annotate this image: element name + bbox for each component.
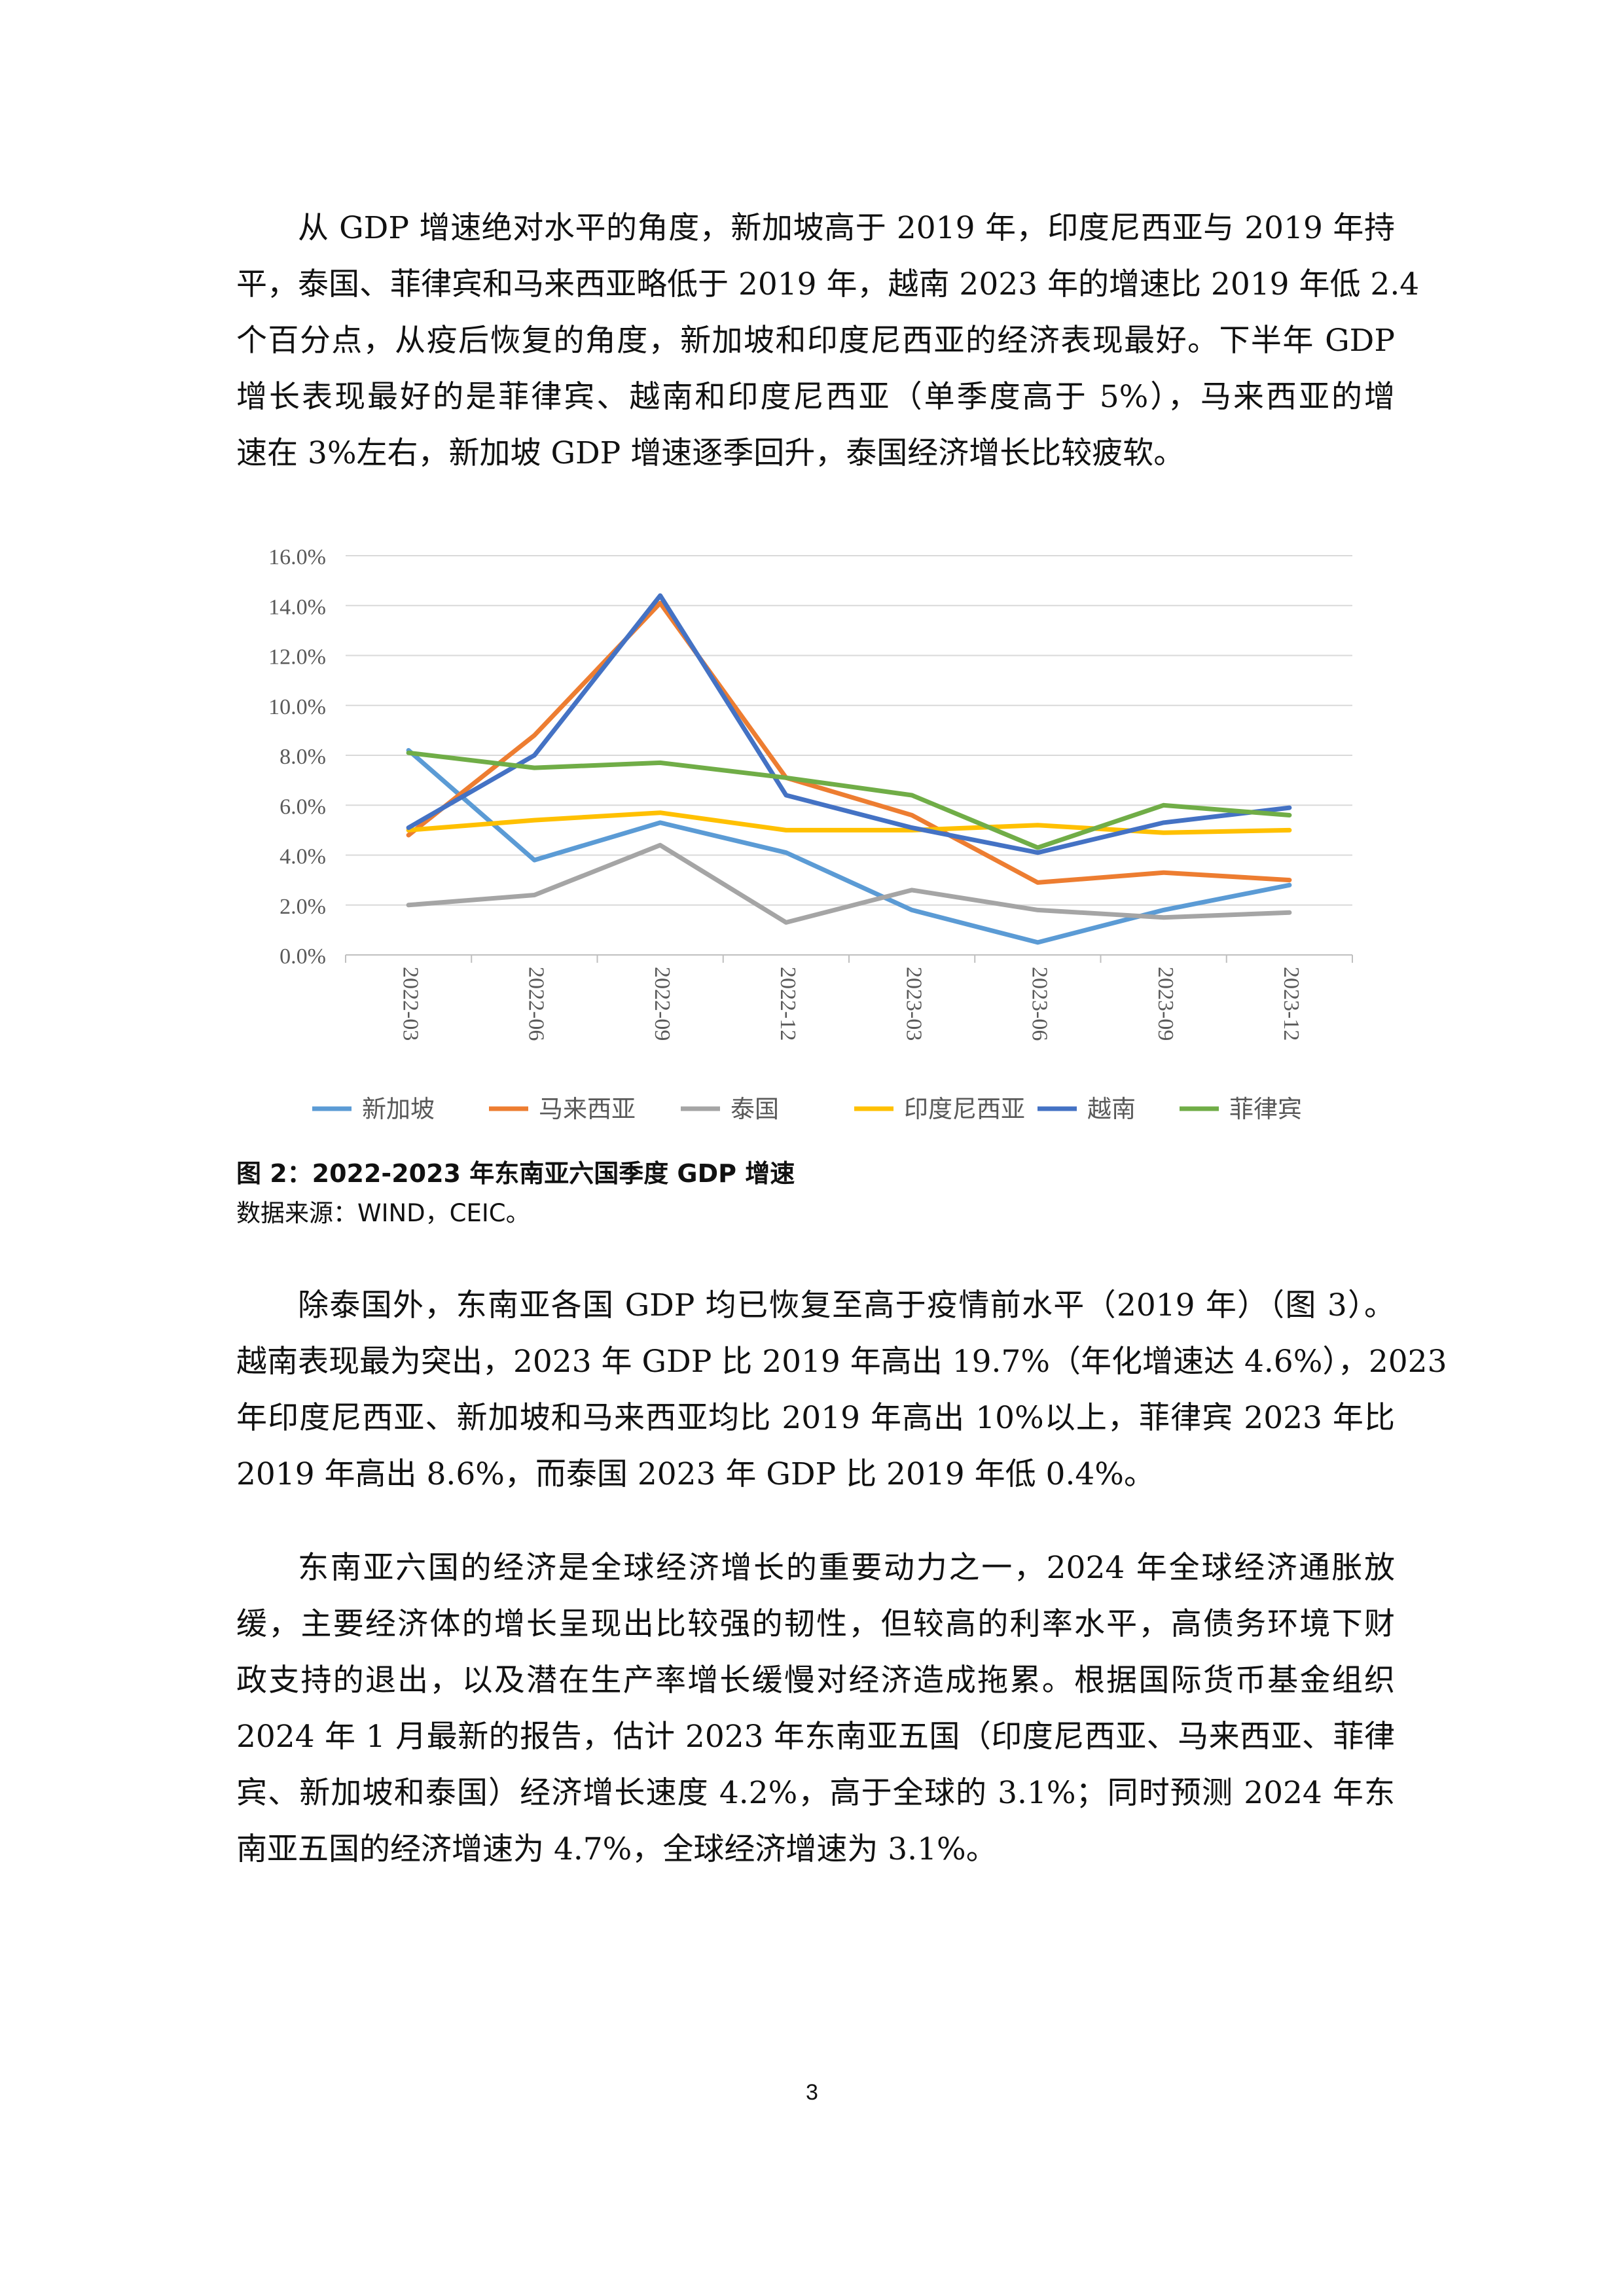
paragraph-recovery: 除泰国外，东南亚各国 GDP 均已恢复至高于疫情前水平（2019 年）（图 3）… [236,1278,1447,1503]
text-line: 政支持的退出，以及潜在生产率增长缓慢对经济造成拖累。根据国际货币基金组织 [236,1662,1395,1698]
legend-label: 马来西亚 [539,1095,636,1123]
series-line-菲律宾 [406,750,1292,850]
y-tick-label: 8.0% [280,745,326,769]
text-line: 南亚五国的经济增速为 4.7%，全球经济增速为 3.1%。 [236,1831,997,1867]
x-tick-label: 2022-09 [650,967,674,1041]
chart-y-axis: 0.0% 2.0% 4.0% 6.0% 8.0% 10.0% 12.0% 14.0% 16.0% [268,545,326,969]
text-line: 个百分点，从疫后恢复的角度，新加坡和印度尼西亚的经济表现最好。下半年 GDP [236,323,1395,359]
y-tick-label: 16.0% [268,545,326,569]
x-tick-label: 2022-12 [776,967,800,1041]
paragraph-gdp-growth-level: 从 GDP 增速绝对水平的角度，新加坡高于 2019 年，印度尼西亚与 2019… [236,200,1420,482]
x-tick-label: 2022-03 [398,967,422,1041]
series-line-越南 [406,593,1292,855]
paragraph-outlook: 东南亚六国的经济是全球经济增长的重要动力之一，2024 年全球经济通胀放 缓，主… [236,1540,1395,1878]
series-line-印度尼西亚 [406,810,1292,835]
legend-label: 泰国 [731,1095,779,1123]
text-line: 缓，主要经济体的增长呈现出比较强的韧性，但较高的利率水平，高债务环境下财 [236,1606,1395,1642]
series-line-马来西亚 [406,600,1292,885]
y-tick-label: 2.0% [280,895,326,919]
gdp-growth-line-chart: 0.0% 2.0% 4.0% 6.0% 8.0% 10.0% 12.0% 14.0% 16.0%… [268,545,1353,1123]
text-line: 东南亚六国的经济是全球经济增长的重要动力之一，2024 年全球经济通胀放 [298,1550,1395,1586]
text-line: 除泰国外，东南亚各国 GDP 均已恢复至高于疫情前水平（2019 年）（图 3）… [298,1287,1395,1323]
text-line: 越南表现最为突出，2023 年 GDP 比 2019 年高出 19.7%（年化增… [236,1344,1447,1380]
y-tick-label: 0.0% [280,944,326,969]
y-tick-label: 14.0% [268,595,326,619]
text-line: 从 GDP 增速绝对水平的角度，新加坡高于 2019 年，印度尼西亚与 2019… [298,210,1395,246]
x-tick-label: 2022-06 [524,967,549,1041]
text-line: 宾、新加坡和泰国）经济增长速度 4.2%，高于全球的 3.1%；同时预测 202… [236,1775,1395,1811]
text-line: 平，泰国、菲律宾和马来西亚略低于 2019 年，越南 2023 年的增速比 20… [236,266,1420,302]
legend-label: 菲律宾 [1229,1095,1302,1123]
y-tick-label: 4.0% [280,845,326,869]
x-tick-label: 2023-09 [1153,967,1178,1041]
legend-label: 新加坡 [362,1095,435,1123]
figure-caption: 图 2：2022-2023 年东南亚六国季度 GDP 增速 [236,1159,795,1188]
x-tick-label: 2023-12 [1279,967,1303,1041]
text-line: 2019 年高出 8.6%，而泰国 2023 年 GDP 比 2019 年低 0… [236,1456,1155,1492]
text-line: 2024 年 1 月最新的报告，估计 2023 年东南亚五国（印度尼西亚、马来西… [236,1719,1395,1755]
chart-series [406,593,1292,945]
chart-gridlines [346,555,1352,956]
chart-legend: 新加坡 马来西亚 泰国 印度尼西亚 越南 菲律宾 [312,1095,1302,1123]
text-line: 增长表现最好的是菲律宾、越南和印度尼西亚（单季度高于 5%），马来西亚的增 [236,379,1395,415]
x-tick-label: 2023-06 [1028,967,1052,1041]
x-tick-label: 2023-03 [901,967,926,1041]
legend-label: 印度尼西亚 [904,1095,1025,1123]
text-line: 速在 3%左右，新加坡 GDP 增速逐季回升，泰国经济增长比较疲软。 [236,435,1185,471]
y-tick-label: 12.0% [268,645,326,670]
text-line: 年印度尼西亚、新加坡和马来西亚均比 2019 年高出 10%以上，菲律宾 202… [236,1400,1395,1436]
legend-label: 越南 [1087,1095,1136,1123]
y-tick-label: 10.0% [268,695,326,719]
y-tick-label: 6.0% [280,795,326,819]
series-line-泰国 [406,842,1292,925]
series-line-新加坡 [406,747,1292,945]
chart-x-axis: 2022-03 2022-06 2022-09 2022-12 2023-03 2023-… [345,954,1353,1041]
figure-source: 数据来源：WIND，CEIC。 [236,1199,530,1227]
page-number: 3 [806,2080,818,2105]
